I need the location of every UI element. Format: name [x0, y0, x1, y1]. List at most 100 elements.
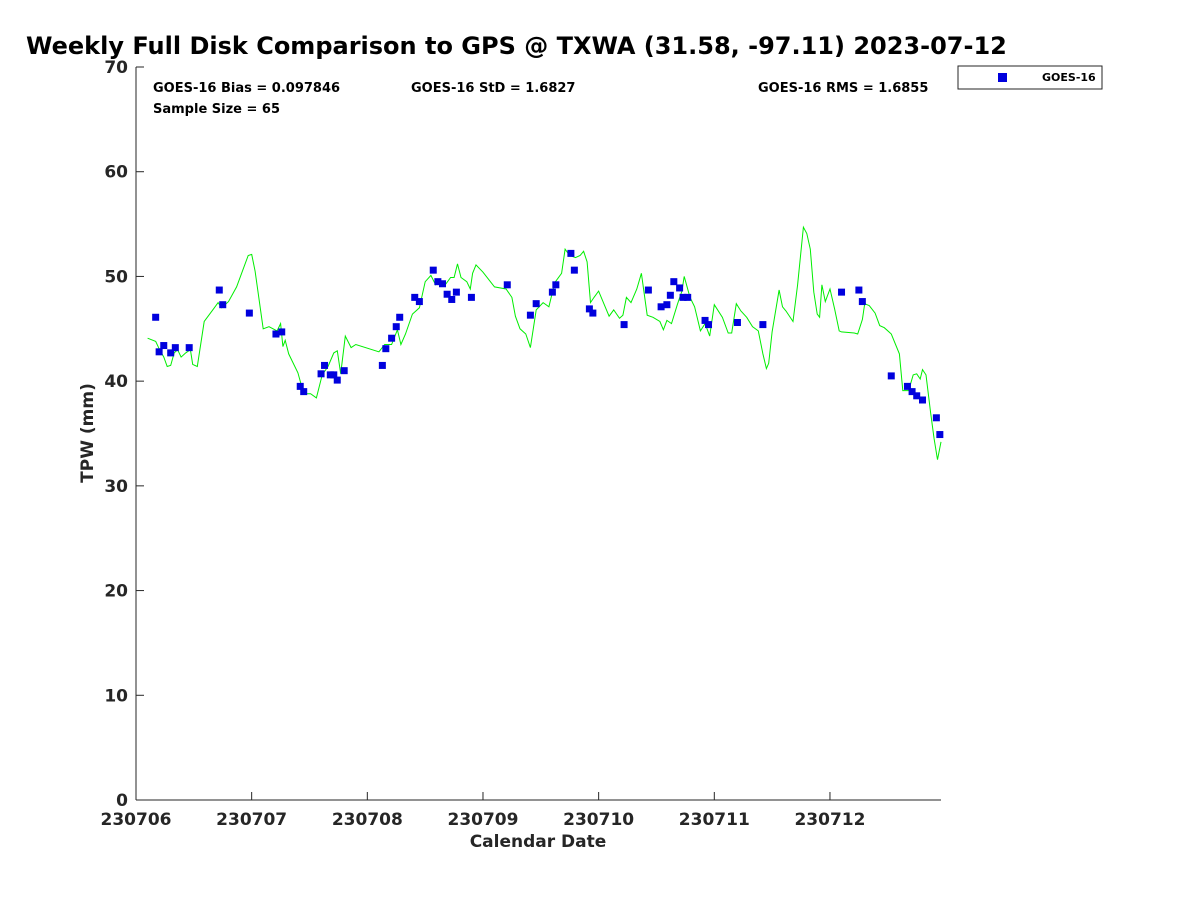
goes16-point	[589, 309, 597, 317]
y-tick-label: 10	[104, 686, 128, 706]
x-tick-label: 230708	[332, 810, 403, 830]
goes16-point	[467, 293, 475, 301]
goes16-point	[936, 431, 944, 439]
goes16-point	[300, 388, 308, 396]
goes16-point	[548, 288, 556, 296]
goes16-point	[330, 371, 338, 379]
y-axis-ticks: 0 10 20 30 40 50 60 70	[104, 58, 144, 811]
goes16-point	[585, 305, 593, 313]
goes16-point	[932, 414, 940, 422]
goes16-point	[679, 293, 687, 301]
y-tick-label: 0	[116, 791, 128, 811]
goes16-point	[532, 300, 540, 308]
goes16-point	[570, 266, 578, 274]
goes16-point	[155, 348, 163, 356]
x-tick-label: 230707	[216, 810, 287, 830]
gps-tpw-line	[147, 225, 942, 460]
sample-size-annotation: Sample Size = 65	[153, 102, 280, 117]
goes16-point	[858, 298, 866, 306]
goes16-point	[855, 286, 863, 294]
legend-box	[957, 65, 1103, 90]
goes16-scatter-series	[152, 249, 944, 439]
goes16-point	[392, 323, 400, 331]
goes16-point	[317, 370, 325, 378]
goes16-point	[701, 316, 709, 324]
goes16-point	[333, 376, 341, 384]
goes16-point	[382, 345, 390, 353]
goes16-point	[452, 288, 460, 296]
goes16-point	[245, 309, 253, 317]
goes16-point	[160, 342, 168, 350]
goes16-point	[503, 281, 511, 289]
bias-annotation: GOES-16 Bias = 0.097846	[153, 81, 340, 96]
goes16-point	[215, 286, 223, 294]
goes16-point	[903, 382, 911, 390]
goes16-point	[434, 278, 442, 286]
goes16-point	[759, 321, 767, 329]
goes16-point	[167, 349, 175, 357]
goes16-point	[272, 330, 280, 338]
goes16-point	[676, 284, 684, 292]
goes16-point	[388, 334, 396, 342]
goes16-point	[567, 249, 575, 257]
x-tick-label: 230710	[563, 810, 634, 830]
x-tick-label: 230709	[447, 810, 518, 830]
axes	[135, 67, 941, 801]
chart-title: Weekly Full Disk Comparison to GPS @ TXW…	[26, 32, 1007, 60]
y-tick-label: 30	[104, 477, 128, 497]
goes16-point	[663, 301, 671, 309]
goes16-point	[448, 295, 456, 303]
goes16-point	[185, 344, 193, 352]
rms-annotation: GOES-16 RMS = 1.6855	[758, 81, 928, 96]
goes16-point	[321, 361, 329, 369]
x-tick-label: 230706	[101, 810, 172, 830]
goes16-point	[887, 372, 895, 380]
legend-label-goes16: GOES-16	[1042, 71, 1096, 84]
goes16-point	[838, 288, 846, 296]
y-tick-label: 50	[104, 267, 128, 287]
goes16-point	[443, 290, 451, 298]
goes16-point	[278, 328, 286, 336]
goes16-point	[340, 367, 348, 375]
goes16-point	[666, 291, 674, 299]
y-tick-label: 20	[104, 582, 128, 602]
goes16-point	[411, 293, 419, 301]
legend: GOES-16	[957, 65, 1103, 90]
std-annotation: GOES-16 StD = 1.6827	[411, 81, 575, 96]
goes16-point	[657, 303, 665, 311]
goes16-point	[171, 344, 179, 352]
y-tick-label: 70	[104, 58, 128, 78]
goes16-point	[219, 301, 227, 309]
goes16-point	[526, 311, 534, 319]
goes16-point	[705, 321, 713, 329]
gps-line-series	[147, 225, 942, 460]
y-axis-label: TPW (mm)	[78, 383, 98, 483]
x-axis-label: Calendar Date	[470, 832, 607, 852]
statistics-annotations: GOES-16 Bias = 0.097846 GOES-16 StD = 1.…	[153, 81, 928, 117]
y-tick-label: 40	[104, 372, 128, 392]
goes16-point	[396, 313, 404, 321]
goes16-point	[439, 280, 447, 288]
goes16-point	[913, 392, 921, 400]
goes16-point	[670, 278, 678, 286]
goes16-point	[415, 298, 423, 306]
goes16-point	[378, 361, 386, 369]
goes16-point	[620, 321, 628, 329]
goes16-point	[918, 396, 926, 404]
goes16-point	[552, 281, 560, 289]
goes16-point	[644, 286, 652, 294]
goes16-point	[296, 382, 304, 390]
goes16-point	[429, 266, 437, 274]
goes16-point	[152, 313, 160, 321]
goes16-point	[908, 388, 916, 396]
x-tick-label: 230711	[679, 810, 750, 830]
y-tick-label: 60	[104, 163, 128, 183]
plot-area	[147, 225, 944, 460]
goes16-point	[684, 293, 692, 301]
legend-marker-goes16	[998, 73, 1007, 82]
x-axis-ticks: 230706 230707 230708 230709 230710 230711 2307…	[101, 792, 865, 830]
x-tick-label: 230712	[794, 810, 865, 830]
goes16-point	[733, 319, 741, 327]
